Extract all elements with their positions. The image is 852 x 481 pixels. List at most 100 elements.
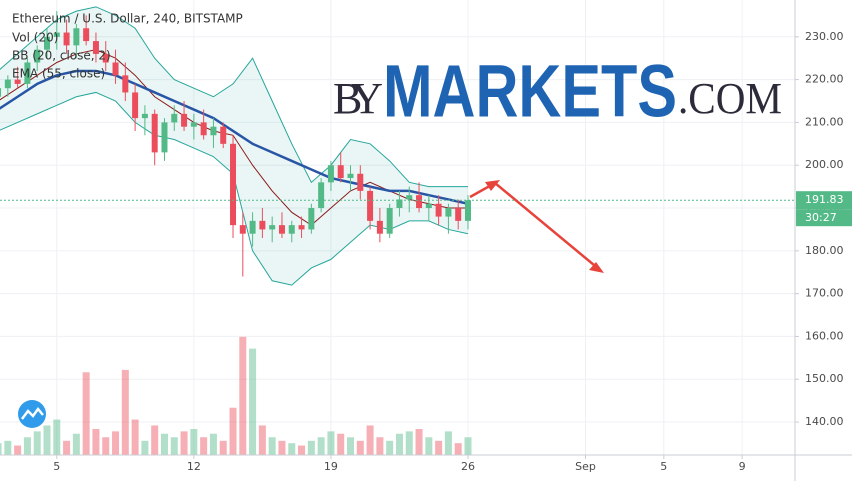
volume-bar <box>327 431 335 455</box>
x-tick-label: 5 <box>660 460 667 473</box>
volume-bar <box>366 425 374 455</box>
candle-body <box>318 182 325 209</box>
volume-bar <box>92 429 100 455</box>
y-tick-label: 230.00 <box>805 30 844 43</box>
y-tick-label: 200.00 <box>805 158 844 171</box>
candle-body <box>357 173 364 191</box>
candle-body <box>259 220 266 230</box>
candle-body <box>132 92 139 119</box>
volume-bar <box>180 431 188 455</box>
y-tick-label: 220.00 <box>805 73 844 86</box>
candle-body <box>92 41 99 54</box>
grid <box>0 0 795 455</box>
chart-title: Ethereum / U.S. Dollar, 240, BITSTAMP <box>12 12 243 26</box>
countdown-label: 30:27 <box>805 211 837 224</box>
volume-bar <box>112 431 120 455</box>
y-tick-label: 180.00 <box>805 244 844 257</box>
candle-body <box>445 208 452 217</box>
candle-body <box>24 62 31 84</box>
volume-bar <box>415 429 423 455</box>
volume-bar <box>239 336 247 455</box>
indicator-label: EMA (55, close) <box>12 67 105 81</box>
candle-body <box>416 195 423 209</box>
watermark-com: .COM <box>678 74 782 123</box>
volume-bar <box>160 433 168 455</box>
volume-bar <box>347 437 355 455</box>
indicator-label: BB (20, close, 2) <box>12 49 111 63</box>
candle-body <box>83 28 90 42</box>
candle-body <box>190 122 197 127</box>
candle-body <box>112 62 119 76</box>
x-tick-label: 26 <box>461 460 475 473</box>
candle-body <box>337 165 344 179</box>
plot <box>0 6 795 455</box>
volume-bar <box>141 440 149 455</box>
volume-bar <box>337 433 345 455</box>
volume-bar <box>395 433 403 455</box>
volume-bar <box>4 440 12 455</box>
candle-body <box>63 32 70 46</box>
x-tick-label: 9 <box>739 460 746 473</box>
volume-bar <box>229 407 237 455</box>
candle-body <box>141 113 148 119</box>
indicator-label: Vol (20) <box>12 31 58 45</box>
price-tag <box>796 191 852 210</box>
candle-body <box>455 208 462 221</box>
y-tick-label: 170.00 <box>805 287 844 300</box>
candle-body <box>0 88 2 97</box>
indicator-line <box>0 69 469 205</box>
y-tick-label: 150.00 <box>805 372 844 385</box>
candle-body <box>406 195 413 200</box>
candle-body <box>73 28 80 46</box>
volume-bar <box>53 419 61 455</box>
candle-body <box>435 203 442 217</box>
candle-body <box>14 79 21 84</box>
volume-bar <box>307 440 315 455</box>
volume-bar <box>151 425 159 455</box>
candle-body <box>34 49 41 63</box>
arrow-head <box>485 180 500 191</box>
volume-bar <box>376 437 384 455</box>
candle-body <box>171 113 178 123</box>
candle-body <box>239 225 246 234</box>
candle-body <box>230 143 237 226</box>
candle-body <box>386 208 393 234</box>
volume-bar <box>425 437 433 455</box>
annotation-arrow <box>469 180 604 273</box>
y-tick-label: 140.00 <box>805 415 844 428</box>
watermark: BY MARKETS .COM <box>333 50 782 133</box>
volume-bar <box>317 437 325 455</box>
volume-bar <box>444 431 452 455</box>
volume-bar <box>356 440 364 455</box>
candle-body <box>288 225 295 234</box>
volume-bar <box>131 419 139 455</box>
candle-body <box>151 113 158 153</box>
axes: 140.00150.00160.00170.00180.00190.00200.… <box>53 30 852 473</box>
candle-body <box>53 32 60 37</box>
volume-bar <box>298 445 306 455</box>
volume-bar <box>454 443 462 455</box>
candle-body <box>269 225 276 230</box>
candle-body <box>43 36 50 50</box>
volume-bar <box>464 437 472 455</box>
y-tick-label: 160.00 <box>805 329 844 342</box>
candle-body <box>308 208 315 230</box>
candle-body <box>4 79 11 89</box>
volume-bar <box>63 440 71 455</box>
candle-body <box>376 220 383 234</box>
candle-body <box>200 122 207 136</box>
countdown-tag <box>796 209 852 227</box>
volume-bar <box>14 445 22 455</box>
volume-bar <box>102 437 110 455</box>
arrow-head <box>589 262 604 273</box>
candle-body <box>464 200 471 221</box>
candle-body <box>425 203 432 209</box>
volume-bar <box>23 437 31 455</box>
volume-bar <box>170 437 178 455</box>
candle-body <box>347 173 354 179</box>
logo <box>18 400 46 428</box>
volume-bar <box>43 425 51 455</box>
x-tick-label: 5 <box>53 460 60 473</box>
price-tag-label: 191.83 <box>805 193 844 206</box>
